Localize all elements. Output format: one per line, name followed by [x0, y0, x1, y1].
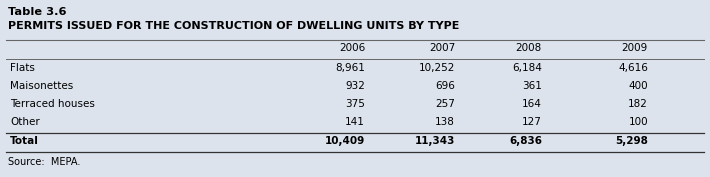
Text: Table 3.6: Table 3.6 — [8, 7, 67, 17]
Text: 8,961: 8,961 — [335, 63, 365, 73]
Text: 2006: 2006 — [339, 43, 365, 53]
Text: 10,409: 10,409 — [324, 136, 365, 146]
Text: 6,184: 6,184 — [512, 63, 542, 73]
Text: 11,343: 11,343 — [415, 136, 455, 146]
Text: 141: 141 — [345, 117, 365, 127]
Text: 361: 361 — [522, 81, 542, 91]
Text: 127: 127 — [522, 117, 542, 127]
Text: 2008: 2008 — [515, 43, 542, 53]
Text: PERMITS ISSUED FOR THE CONSTRUCTION OF DWELLING UNITS BY TYPE: PERMITS ISSUED FOR THE CONSTRUCTION OF D… — [8, 21, 459, 31]
Text: 2007: 2007 — [429, 43, 455, 53]
Text: 164: 164 — [522, 99, 542, 109]
Text: 932: 932 — [345, 81, 365, 91]
Text: Terraced houses: Terraced houses — [10, 99, 95, 109]
Text: 375: 375 — [345, 99, 365, 109]
Text: 100: 100 — [628, 117, 648, 127]
Text: Source:  MEPA.: Source: MEPA. — [8, 157, 80, 167]
Text: Maisonettes: Maisonettes — [10, 81, 73, 91]
Text: 696: 696 — [435, 81, 455, 91]
Text: 4,616: 4,616 — [618, 63, 648, 73]
Text: Total: Total — [10, 136, 39, 146]
Text: 138: 138 — [435, 117, 455, 127]
Text: 257: 257 — [435, 99, 455, 109]
Text: 400: 400 — [628, 81, 648, 91]
Text: 182: 182 — [628, 99, 648, 109]
Text: 5,298: 5,298 — [615, 136, 648, 146]
Text: 2009: 2009 — [622, 43, 648, 53]
Text: Flats: Flats — [10, 63, 35, 73]
Text: Other: Other — [10, 117, 40, 127]
Text: 10,252: 10,252 — [419, 63, 455, 73]
Text: 6,836: 6,836 — [509, 136, 542, 146]
